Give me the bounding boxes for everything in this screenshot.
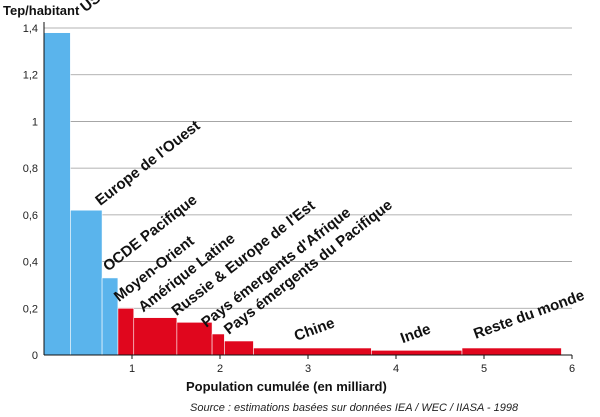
axes [43, 22, 573, 359]
x-tick-labels: 1 2 3 4 5 6 [129, 363, 575, 375]
y-tick-label: 0,6 [23, 210, 38, 222]
bar [253, 347, 372, 356]
x-tick-label: 1 [129, 363, 135, 375]
y-tick-label: 0,2 [23, 303, 38, 315]
grid [44, 27, 572, 309]
source-note: Source : estimations basées sur données … [190, 402, 519, 414]
x-tick-label: 5 [481, 363, 487, 375]
bar [371, 350, 463, 356]
bar [211, 333, 225, 356]
y-tick-labels: 0 0,2 0,4 0,6 0,8 1 1,2 1,4 [23, 23, 38, 362]
bar [461, 347, 562, 356]
x-tick-label: 2 [217, 363, 223, 375]
x-tick-label: 4 [393, 363, 399, 375]
x-tick-label: 6 [569, 363, 575, 375]
bar [133, 317, 178, 356]
y-axis-title: Tep/habitant [3, 3, 80, 18]
y-tick-label: 0,4 [23, 257, 38, 269]
x-tick-label: 3 [305, 363, 311, 375]
y-tick-label: 1,4 [23, 23, 38, 35]
bar [43, 32, 71, 356]
y-tick-label: 0 [32, 350, 38, 362]
y-tick-label: 1 [32, 116, 38, 128]
bar [70, 209, 103, 356]
region-label: Reste du monde [471, 287, 586, 343]
region-label: Chine [292, 315, 337, 345]
region-label: USA + Canada [77, 0, 169, 16]
y-tick-label: 1,2 [23, 70, 38, 82]
x-axis-title: Population cumulée (en milliard) [186, 379, 387, 394]
bar [117, 307, 135, 356]
bar [224, 340, 254, 356]
y-tick-label: 0,8 [23, 163, 38, 175]
region-label: Inde [398, 321, 433, 348]
